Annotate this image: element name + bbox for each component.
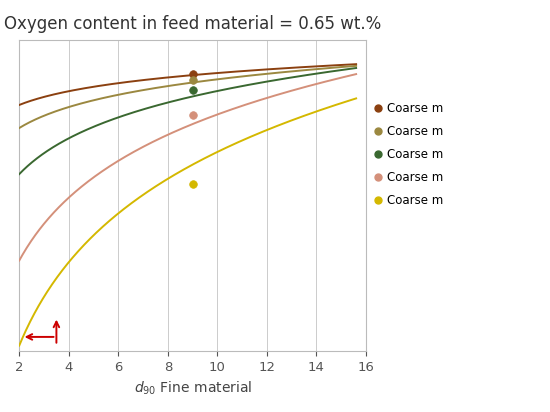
Legend: Coarse m, Coarse m, Coarse m, Coarse m, Coarse m: Coarse m, Coarse m, Coarse m, Coarse m, … xyxy=(376,102,443,207)
X-axis label: $d_{90}$ Fine material: $d_{90}$ Fine material xyxy=(134,379,252,397)
Title: Oxygen content in feed material = 0.65 wt.%: Oxygen content in feed material = 0.65 w… xyxy=(4,15,381,33)
